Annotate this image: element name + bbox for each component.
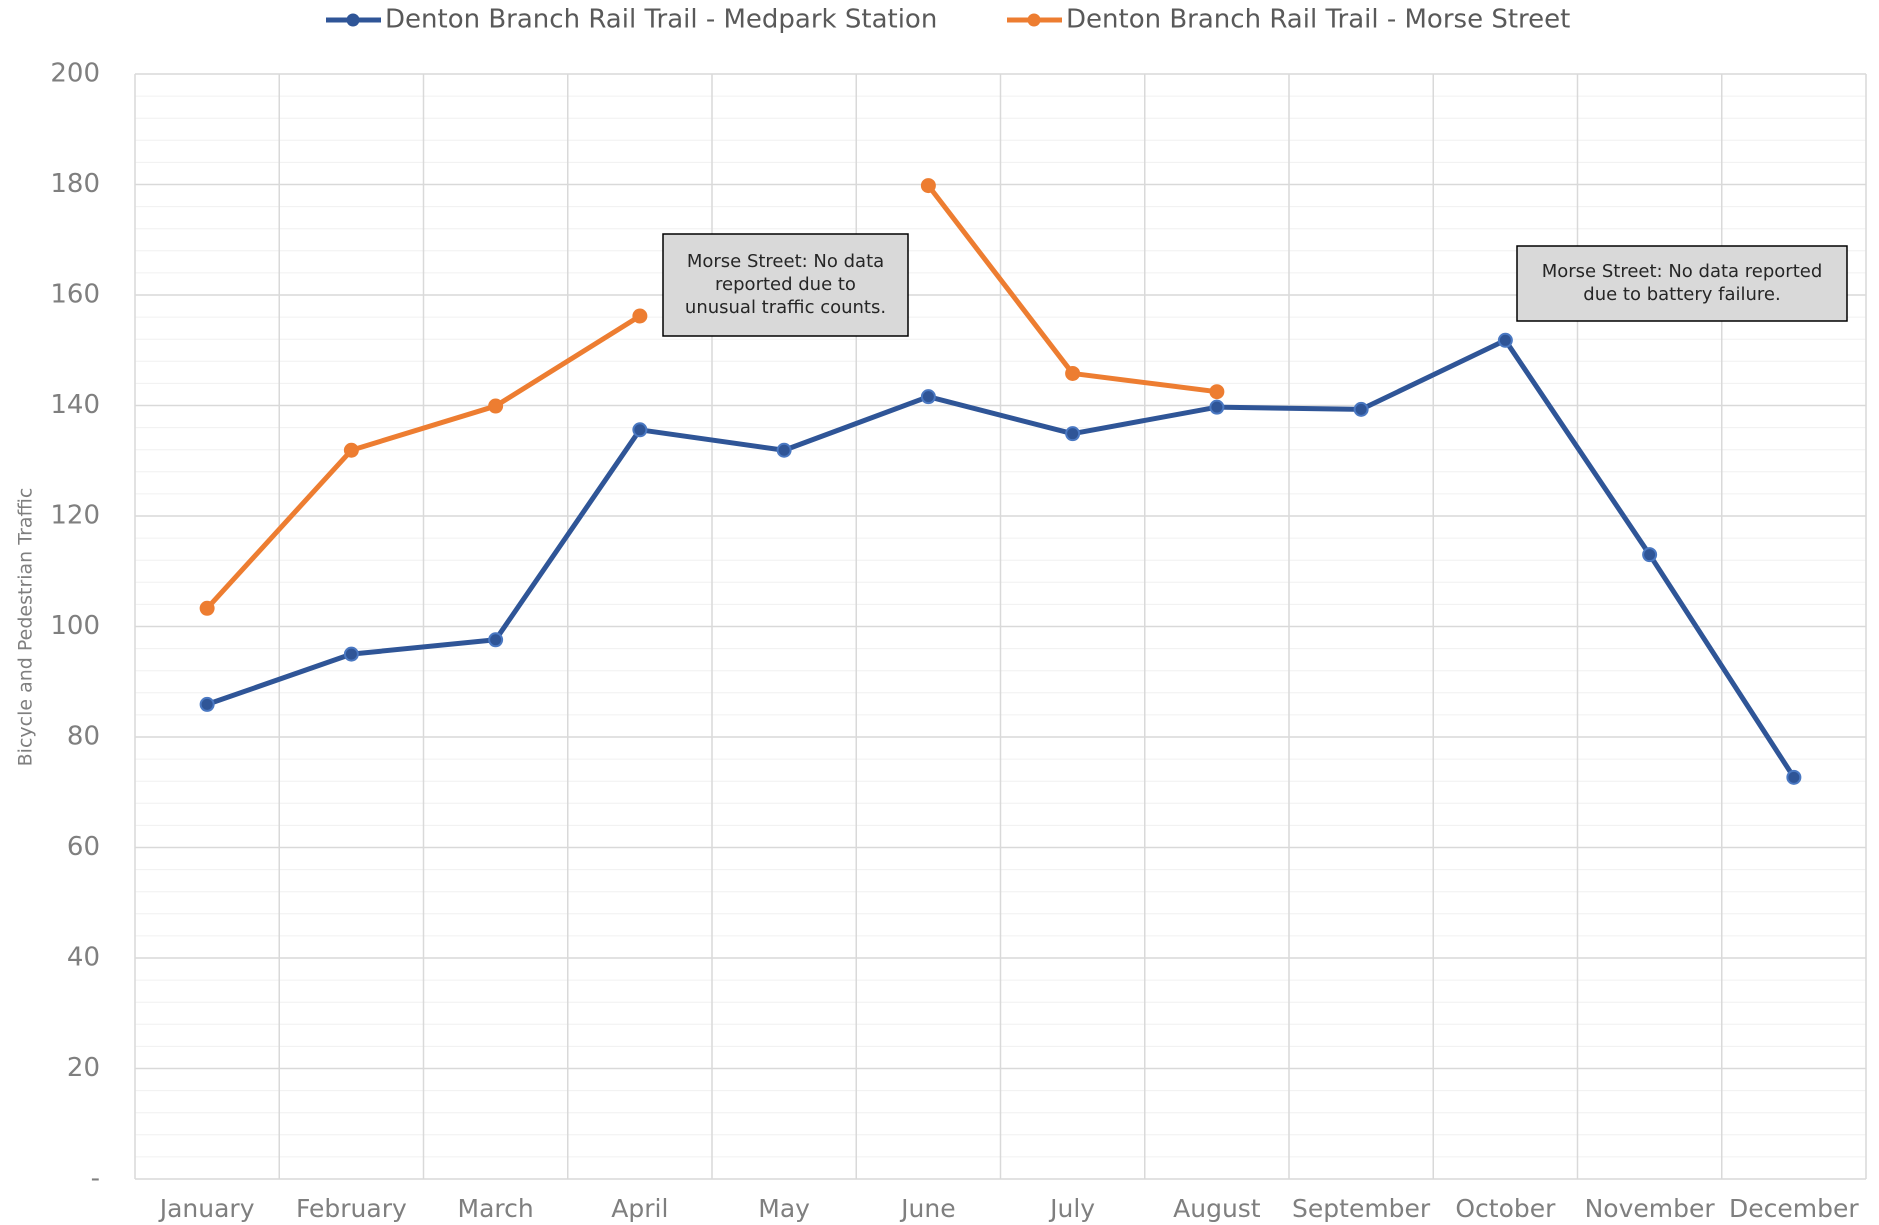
- x-tick-label: December: [1729, 1194, 1859, 1223]
- y-tick-label: 20: [67, 1053, 100, 1083]
- x-tick-label: July: [1048, 1194, 1095, 1223]
- series-marker: [488, 632, 504, 648]
- legend-marker: [346, 13, 360, 27]
- y-tick-label: 120: [50, 501, 100, 531]
- annotation-text: unusual traffic counts.: [685, 297, 886, 318]
- y-tick-label: 200: [50, 59, 100, 89]
- series-marker: [1786, 769, 1802, 785]
- y-tick-label: 80: [67, 722, 100, 752]
- x-tick-label: August: [1173, 1194, 1261, 1223]
- series-marker: [343, 442, 359, 458]
- series-marker: [632, 308, 648, 324]
- series-marker: [1209, 384, 1225, 400]
- x-tick-label: November: [1585, 1194, 1716, 1223]
- annotation-text: Morse Street: No data reported: [1542, 261, 1823, 282]
- y-tick-label: 100: [50, 611, 100, 641]
- series-marker: [1642, 547, 1658, 563]
- x-tick-label: October: [1455, 1194, 1556, 1223]
- series-marker: [1353, 401, 1369, 417]
- x-tick-label: March: [458, 1194, 534, 1223]
- y-axis-label: Bicycle and Pedestrian Traffic: [15, 488, 37, 767]
- y-tick-label: 60: [67, 832, 100, 862]
- y-tick-label: 40: [67, 943, 100, 973]
- series-marker: [920, 389, 936, 405]
- legend-marker: [1027, 13, 1041, 27]
- series-marker: [776, 442, 792, 458]
- legend-label: Denton Branch Rail Trail - Medpark Stati…: [385, 5, 937, 35]
- y-tick-label: 180: [50, 169, 100, 199]
- y-tick-label: 140: [50, 390, 100, 420]
- y-tick-label: 160: [50, 280, 100, 310]
- series-marker: [199, 696, 215, 712]
- x-tick-label: June: [899, 1194, 955, 1223]
- x-tick-label: April: [611, 1194, 668, 1223]
- annotation-text: due to battery failure.: [1583, 284, 1780, 305]
- series-marker: [1065, 365, 1081, 381]
- x-tick-label: September: [1292, 1194, 1431, 1223]
- series-line: [206, 337, 1796, 779]
- y-tick-label: -: [91, 1164, 100, 1194]
- x-tick-label: February: [296, 1194, 407, 1223]
- x-tick-label: January: [158, 1194, 255, 1223]
- annotation-box: [1516, 245, 1848, 322]
- annotation-text: reported due to: [715, 274, 856, 295]
- series-marker: [632, 422, 648, 438]
- annotation-text: Morse Street: No data: [687, 251, 884, 272]
- x-tick-label: May: [758, 1194, 810, 1223]
- series-line: [205, 313, 642, 610]
- series-marker: [920, 178, 936, 194]
- series-line: [926, 184, 1218, 395]
- series-marker: [199, 600, 215, 616]
- series-marker: [1209, 399, 1225, 415]
- series-marker: [343, 646, 359, 662]
- legend-label: Denton Branch Rail Trail - Morse Street: [1066, 5, 1570, 35]
- series-marker: [1065, 426, 1081, 442]
- series-marker: [1497, 332, 1513, 348]
- series-marker: [488, 398, 504, 414]
- annotation-box: [662, 233, 909, 337]
